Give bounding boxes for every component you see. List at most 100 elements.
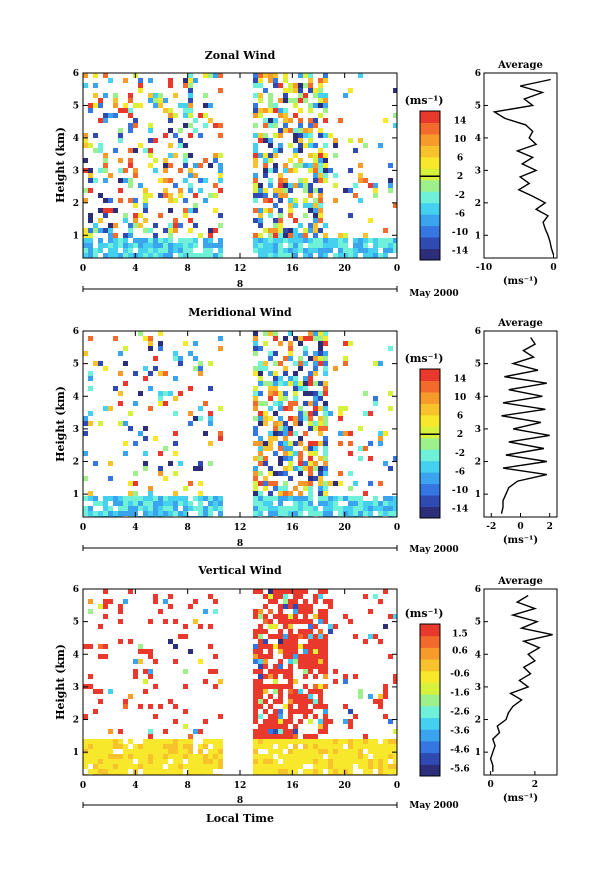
heatmap-cell: [268, 624, 273, 629]
heatmap-cell: [383, 684, 388, 689]
heatmap-cell: [363, 744, 368, 749]
heatmap-cell: [303, 629, 308, 634]
heatmap-cell: [133, 371, 138, 376]
heatmap-cell: [148, 93, 153, 98]
y-tick-label: 6: [73, 585, 79, 595]
heatmap-cell: [88, 739, 93, 744]
heatmap-cell: [383, 714, 388, 719]
heatmap-cell: [318, 213, 323, 218]
heatmap-cell: [128, 163, 133, 168]
heatmap-cell: [318, 456, 323, 461]
heatmap-cell: [298, 83, 303, 88]
heatmap-cell: [98, 759, 103, 764]
heatmap-cell: [273, 371, 278, 376]
heatmap-cell: [173, 198, 178, 203]
heatmap-cell: [318, 471, 323, 476]
heatmap-cell: [368, 506, 373, 511]
heatmap-cell: [173, 223, 178, 228]
colorbar-swatch: [420, 472, 440, 485]
heatmap-cell: [283, 228, 288, 233]
heatmap-cell: [318, 346, 323, 351]
heatmap-cell: [383, 238, 388, 243]
heatmap-cell: [388, 496, 393, 501]
heatmap-cell: [148, 619, 153, 624]
heatmap-cell: [278, 461, 283, 466]
heatmap-cell: [183, 501, 188, 506]
heatmap-cell: [253, 108, 258, 113]
heatmap-cell: [143, 739, 148, 744]
zonal-heatmap: [83, 73, 397, 258]
heatmap-cell: [353, 248, 358, 253]
heatmap-cell: [193, 223, 198, 228]
heatmap-cell: [303, 461, 308, 466]
heatmap-cell: [318, 356, 323, 361]
heatmap-cell: [123, 759, 128, 764]
heatmap-cell: [328, 496, 333, 501]
heatmap-cell: [98, 103, 103, 108]
heatmap-cell: [173, 501, 178, 506]
heatmap-cell: [308, 759, 313, 764]
heatmap-cell: [168, 699, 173, 704]
heatmap-cell: [318, 491, 323, 496]
heatmap-cell: [118, 764, 123, 769]
heatmap-cell: [318, 228, 323, 233]
heatmap-cell: [143, 689, 148, 694]
vertical-colorbar: 1.50.6-0.6-1.6-2.6-3.6-4.6-5.6: [419, 623, 470, 777]
heatmap-cell: [183, 744, 188, 749]
heatmap-cell: [283, 183, 288, 188]
heatmap-cell: [178, 361, 183, 366]
heatmap-cell: [88, 336, 93, 341]
heatmap-cell: [198, 749, 203, 754]
heatmap-cell: [188, 739, 193, 744]
heatmap-cell: [338, 118, 343, 123]
average-y-tick-label: 5: [475, 101, 481, 111]
heatmap-cell: [323, 664, 328, 669]
heatmap-cell: [153, 769, 158, 774]
heatmap-cell: [378, 481, 383, 486]
heatmap-cell: [168, 754, 173, 759]
heatmap-cell: [198, 361, 203, 366]
heatmap-cell: [288, 734, 293, 739]
heatmap-cell: [148, 78, 153, 83]
heatmap-cell: [198, 659, 203, 664]
heatmap-cell: [108, 253, 113, 258]
heatmap-cell: [103, 589, 108, 594]
heatmap-cell: [253, 649, 258, 654]
heatmap-cell: [188, 88, 193, 93]
heatmap-cell: [108, 78, 113, 83]
heatmap-cell: [283, 639, 288, 644]
heatmap-cell: [263, 594, 268, 599]
heatmap-cell: [108, 759, 113, 764]
heatmap-cell: [183, 83, 188, 88]
heatmap-cell: [118, 128, 123, 133]
heatmap-cell: [278, 734, 283, 739]
colorbar-swatch: [420, 191, 440, 204]
heatmap-cell: [218, 243, 223, 248]
meridional-heatmap: [83, 331, 397, 517]
heatmap-cell: [283, 739, 288, 744]
heatmap-cell: [358, 238, 363, 243]
heatmap-cell: [323, 759, 328, 764]
heatmap-cell: [328, 629, 333, 634]
heatmap-cell: [283, 391, 288, 396]
heatmap-cell: [103, 764, 108, 769]
heatmap-cell: [278, 218, 283, 223]
heatmap-cell: [363, 501, 368, 506]
heatmap-cell: [213, 749, 218, 754]
heatmap-cell: [308, 153, 313, 158]
heatmap-cell: [263, 173, 268, 178]
heatmap-cell: [268, 704, 273, 709]
heatmap-cell: [323, 356, 328, 361]
heatmap-cell: [273, 739, 278, 744]
average-x-tick-label: 2: [532, 780, 538, 790]
heatmap-cell: [253, 456, 258, 461]
heatmap-cell: [313, 614, 318, 619]
heatmap-cell: [178, 501, 183, 506]
heatmap-cell: [88, 168, 93, 173]
heatmap-cell: [308, 103, 313, 108]
heatmap-cell: [318, 103, 323, 108]
heatmap-cell: [373, 749, 378, 754]
heatmap-cell: [323, 446, 328, 451]
heatmap-cell: [298, 501, 303, 506]
heatmap-cell: [278, 511, 283, 516]
